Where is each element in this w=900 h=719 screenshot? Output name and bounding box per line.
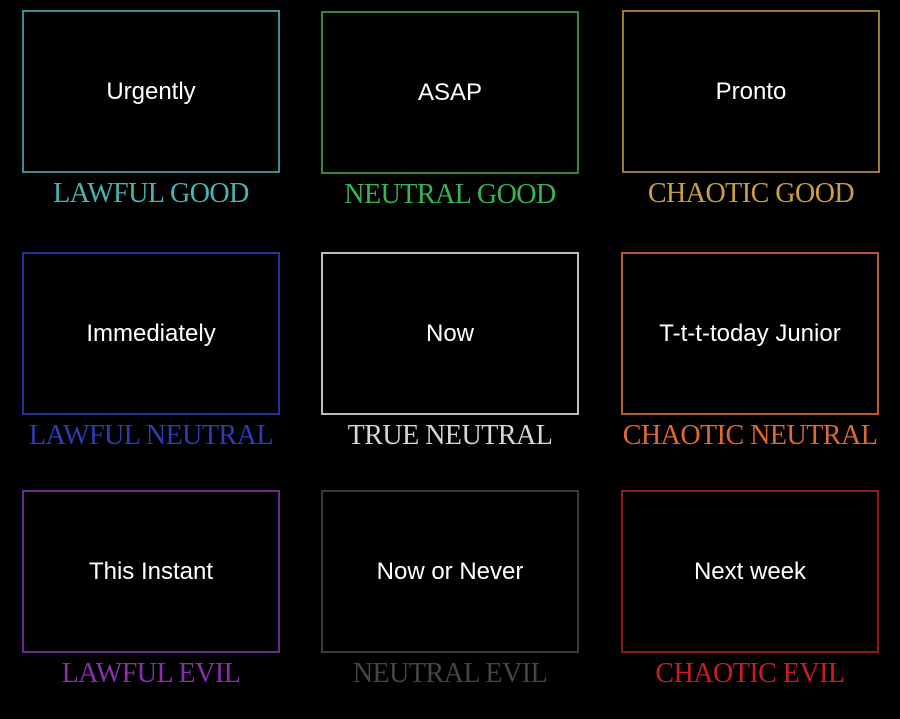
cell-box: Urgently bbox=[22, 10, 280, 173]
alignment-label: LAWFUL GOOD bbox=[53, 178, 249, 209]
alignment-label: LAWFUL NEUTRAL bbox=[28, 420, 274, 451]
cell-text: ASAP bbox=[417, 78, 483, 106]
cell-text: Urgently bbox=[106, 77, 196, 105]
alignment-label: TRUE NEUTRAL bbox=[347, 420, 553, 451]
cell-box: Pronto bbox=[622, 10, 880, 173]
cell-box: Immediately bbox=[22, 252, 280, 415]
alignment-label: NEUTRAL GOOD bbox=[344, 179, 556, 210]
cell-box: Now or Never bbox=[321, 490, 579, 653]
cell-text: Immediately bbox=[86, 319, 216, 347]
alignment-label: CHAOTIC NEUTRAL bbox=[622, 420, 878, 451]
cell-text: This Instant bbox=[88, 557, 214, 585]
cell-text: T-t-t-today Junior bbox=[659, 319, 841, 347]
cell-text: Next week bbox=[693, 557, 807, 585]
alignment-label: CHAOTIC EVIL bbox=[655, 658, 845, 689]
cell-box: This Instant bbox=[22, 490, 280, 653]
cell-text: Now bbox=[425, 319, 474, 347]
alignment-label: LAWFUL EVIL bbox=[61, 658, 241, 689]
cell-box: ASAP bbox=[321, 11, 579, 174]
cell-box: T-t-t-today Junior bbox=[621, 252, 879, 415]
cell-text: Pronto bbox=[715, 77, 787, 105]
cell-box: Now bbox=[321, 252, 579, 415]
cell-text: Now or Never bbox=[376, 557, 524, 585]
alignment-label: CHAOTIC GOOD bbox=[647, 178, 855, 209]
cell-box: Next week bbox=[621, 490, 879, 653]
alignment-label: NEUTRAL EVIL bbox=[352, 658, 548, 689]
